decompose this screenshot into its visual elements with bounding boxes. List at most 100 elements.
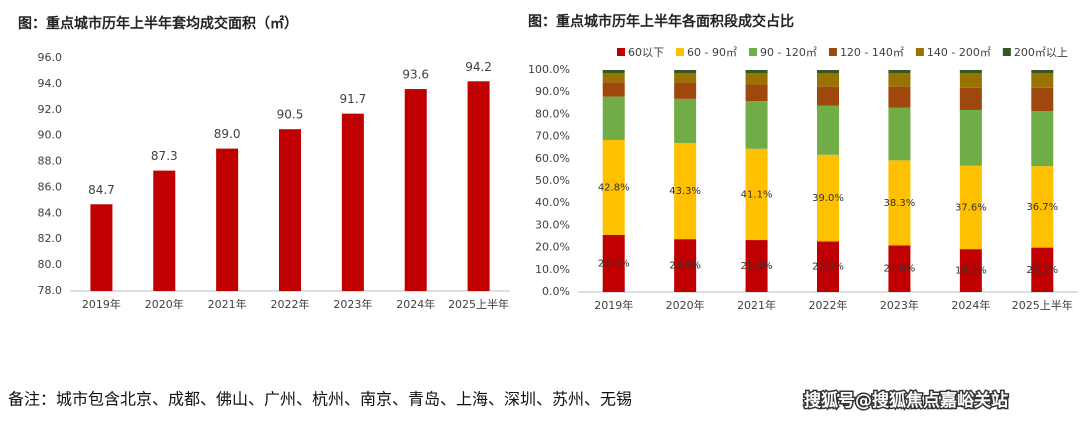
x-tick-label: 2020年	[666, 298, 705, 312]
value-label: 19.3%	[955, 266, 987, 277]
bar-segment	[745, 70, 768, 74]
y-tick-label: 100.0%	[528, 63, 570, 76]
x-tick-label: 2024年	[951, 298, 990, 312]
bar-segment	[817, 86, 839, 106]
bar-segment	[602, 139, 625, 235]
y-tick-label: 92.0	[38, 103, 63, 116]
bar-segment	[1031, 70, 1054, 74]
y-tick-label: 94.0	[38, 77, 63, 90]
bar-segment	[745, 101, 768, 149]
bar	[341, 113, 364, 292]
value-label: 39.0%	[812, 193, 844, 204]
bar	[279, 129, 301, 291]
legend-swatch	[915, 48, 924, 56]
y-tick-label: 96.0	[38, 51, 63, 64]
x-tick-label: 2024年	[396, 297, 435, 311]
watermark: 搜狐号@搜狐焦点嘉峪关站	[804, 390, 1008, 411]
y-tick-label: 10.0%	[535, 263, 570, 276]
bar-segment	[674, 82, 697, 99]
bar-segment	[602, 73, 625, 83]
value-label: 37.6%	[955, 202, 987, 213]
value-label: 23.4%	[741, 261, 773, 272]
value-label: 42.8%	[598, 182, 630, 193]
x-tick-label: 2023年	[333, 297, 372, 311]
bar-segment	[745, 84, 768, 102]
value-label: 23.8%	[669, 261, 701, 272]
bar-segment	[1031, 87, 1054, 112]
value-label: 84.7	[88, 183, 115, 197]
chart-title: 图：重点城市历年上半年套均成交面积（㎡）	[18, 15, 298, 32]
bar-segment	[888, 107, 911, 161]
x-tick-label: 2019年	[82, 297, 121, 311]
y-tick-label: 60.0%	[535, 152, 570, 165]
bar-segment	[674, 73, 697, 83]
bar-segment	[888, 245, 911, 292]
value-label: 20.0%	[1026, 265, 1058, 276]
legend-label: 200㎡以上	[1014, 46, 1068, 59]
bar-segment	[745, 240, 768, 292]
x-tick-label: 2020年	[145, 297, 184, 311]
y-tick-label: 20.0%	[535, 241, 570, 254]
bar-segment	[959, 70, 982, 74]
bar	[90, 204, 113, 291]
value-label: 91.7	[339, 92, 366, 106]
legend-swatch	[828, 48, 837, 56]
y-tick-label: 86.0	[38, 180, 63, 193]
bar	[404, 89, 427, 291]
bar-segment	[602, 96, 625, 140]
x-tick-label: 2025上半年	[448, 297, 509, 311]
bar-segment	[1031, 247, 1054, 292]
y-tick-label: 80.0%	[535, 107, 570, 120]
legend-label: 90 - 120㎡	[760, 46, 817, 59]
bar-segment	[674, 98, 697, 144]
value-label: 89.0	[214, 127, 241, 141]
bar	[467, 81, 490, 291]
value-label: 41.1%	[741, 189, 773, 200]
y-tick-label: 84.0	[38, 206, 63, 219]
y-tick-label: 82.0	[38, 232, 63, 245]
legend-label: 60 - 90㎡	[687, 46, 737, 59]
y-tick-label: 30.0%	[535, 218, 570, 231]
legend-swatch	[748, 48, 757, 56]
bar-segment	[888, 70, 911, 74]
value-label: 22.8%	[812, 262, 844, 273]
y-tick-label: 88.0	[38, 155, 63, 168]
y-tick-label: 78.0	[38, 284, 63, 297]
bar-segment	[888, 160, 911, 246]
y-tick-label: 0.0%	[542, 285, 570, 298]
bar-segment	[1031, 111, 1054, 167]
y-tick-label: 70.0%	[535, 130, 570, 143]
x-tick-label: 2021年	[737, 298, 776, 312]
legend-label: 120 - 140㎡	[840, 46, 904, 59]
bar-segment	[817, 73, 839, 87]
chart-title: 图：重点城市历年上半年各面积段成交占比	[528, 13, 794, 30]
value-label: 43.3%	[669, 186, 701, 197]
bar-segment	[745, 73, 768, 85]
y-tick-label: 80.0	[38, 258, 63, 271]
bar	[216, 148, 239, 291]
bar-segment	[674, 143, 697, 240]
bar	[153, 170, 176, 291]
bar-segment	[888, 73, 911, 87]
value-label: 38.3%	[884, 198, 916, 209]
y-tick-label: 90.0%	[535, 85, 570, 98]
legend-swatch	[617, 48, 625, 56]
legend-label: 60以下	[628, 46, 664, 59]
bar-segment	[602, 82, 625, 97]
bar-segment	[674, 239, 697, 292]
value-label: 87.3	[151, 149, 178, 163]
bar-segment	[602, 234, 625, 292]
bar-segment	[674, 70, 697, 74]
bar-segment	[959, 73, 982, 88]
y-tick-label: 50.0%	[535, 174, 570, 187]
value-label: 25.7%	[598, 258, 630, 269]
bar-segment	[817, 70, 839, 74]
legend-label: 140 - 200㎡	[927, 46, 991, 59]
bar-segment	[959, 109, 982, 166]
x-tick-label: 2025上半年	[1012, 298, 1073, 312]
bar-segment	[817, 154, 839, 242]
bar-segment	[959, 87, 982, 110]
bar-segment	[602, 70, 625, 74]
bar-segment	[817, 241, 839, 292]
